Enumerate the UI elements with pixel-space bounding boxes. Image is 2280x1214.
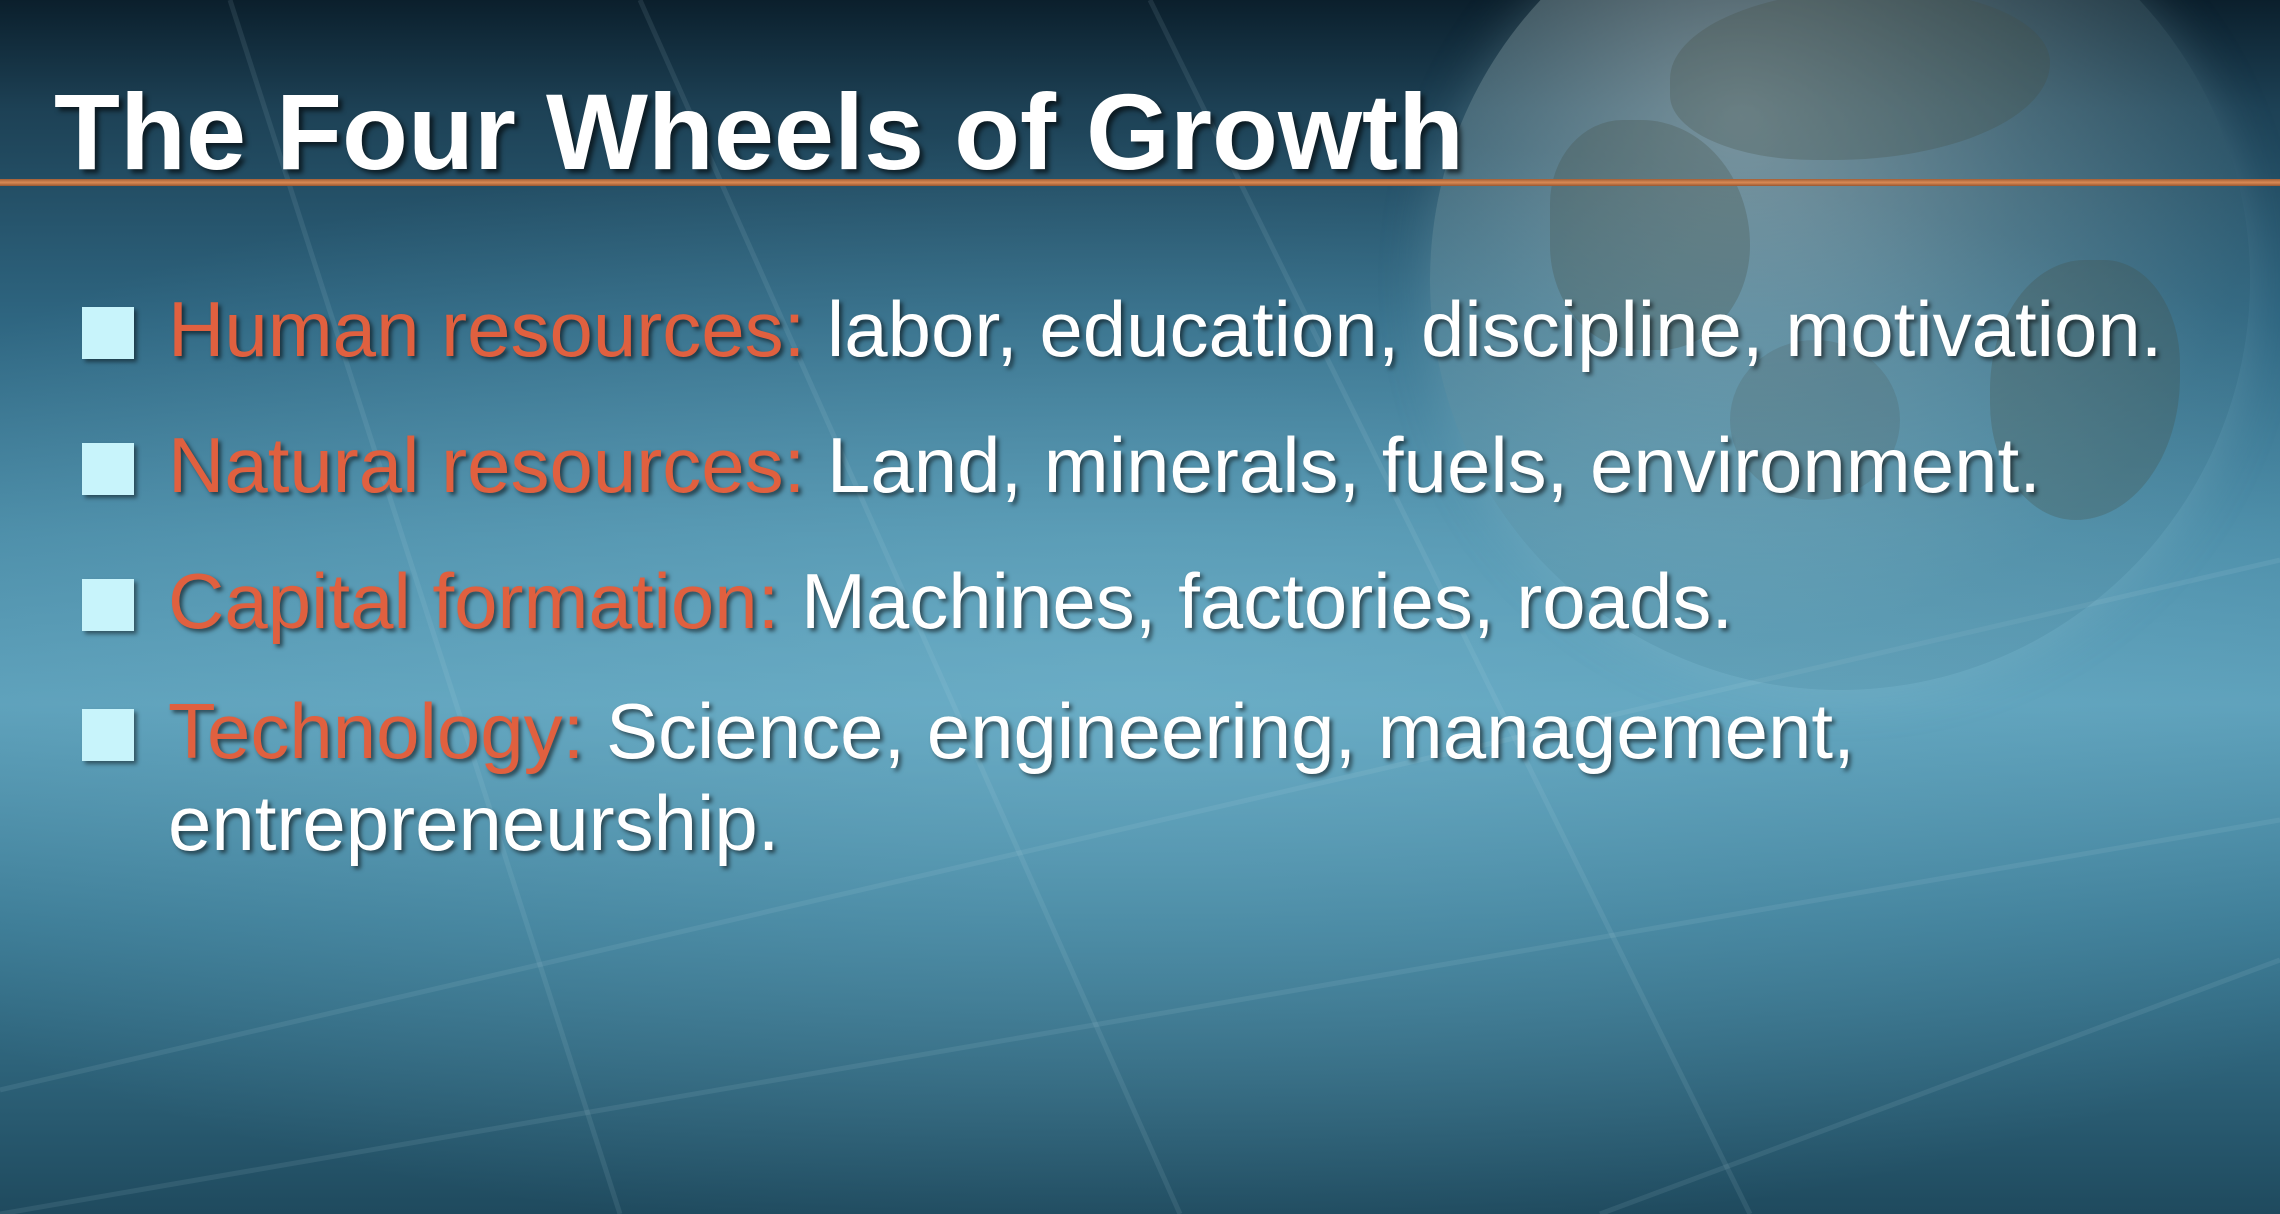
item-term: Capital formation: xyxy=(168,557,780,645)
square-bullet-icon xyxy=(82,443,134,495)
square-bullet-icon xyxy=(82,307,134,359)
square-bullet-icon xyxy=(82,579,134,631)
item-detail: Land, minerals, fuels, environment. xyxy=(805,421,2041,509)
globe-icon xyxy=(1430,0,2250,690)
slide-title: The Four Wheels of Growth xyxy=(54,71,1464,192)
title-divider xyxy=(0,179,2280,186)
list-item: Human resources: labor, education, disci… xyxy=(82,283,2222,375)
list-item: Capital formation: Machines, factories, … xyxy=(82,555,2222,647)
item-term: Natural resources: xyxy=(168,421,806,509)
list-item: Natural resources: Land, minerals, fuels… xyxy=(82,419,2222,511)
item-detail: labor, education, discipline, motivation… xyxy=(805,285,2163,373)
item-term: Human resources: xyxy=(168,285,806,373)
list-item: Technology: Science, engineering, manage… xyxy=(82,685,2222,869)
item-term: Technology: xyxy=(168,687,585,775)
item-detail: Science, engineering, management, entrep… xyxy=(168,687,1855,867)
square-bullet-icon xyxy=(82,709,134,761)
bullet-list: Human resources: labor, education, disci… xyxy=(82,283,2222,913)
item-detail: Machines, factories, roads. xyxy=(779,557,1734,645)
